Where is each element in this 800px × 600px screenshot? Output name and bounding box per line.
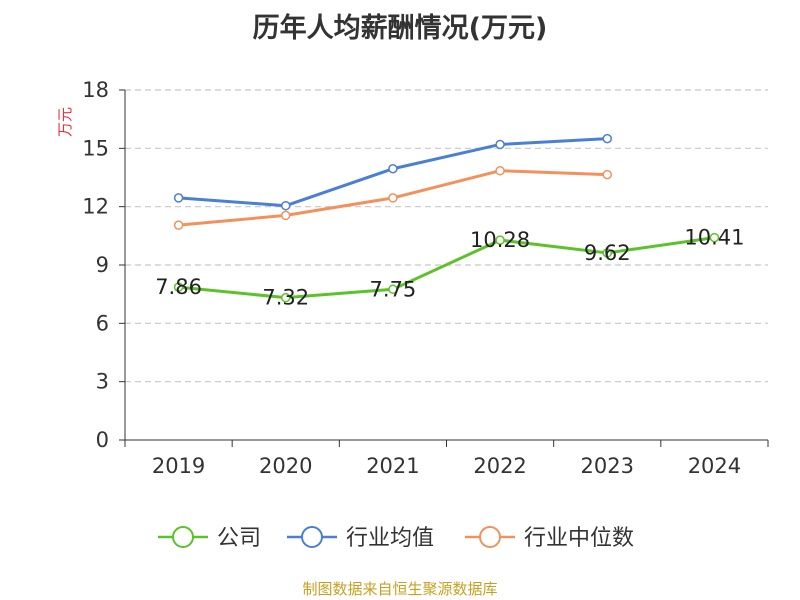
y-tick-label: 3 [96, 370, 109, 394]
legend-marker [479, 526, 501, 548]
x-tick-label: 2019 [152, 454, 205, 478]
data-point [388, 284, 398, 295]
data-label: 10.28 [470, 228, 530, 252]
data-label: 10.41 [684, 226, 744, 250]
x-tick-label: 2020 [259, 454, 312, 478]
data-label: 7.75 [370, 277, 417, 301]
legend-marker [301, 526, 323, 548]
y-tick-label: 0 [96, 428, 109, 452]
y-tick-label: 15 [82, 136, 109, 160]
data-point [495, 139, 505, 150]
y-axis-label: 万元 [56, 107, 74, 137]
y-tick-label: 9 [96, 253, 109, 277]
data-point [602, 169, 612, 180]
data-point [602, 133, 612, 144]
data-point [602, 248, 612, 258]
data-label: 7.32 [262, 286, 309, 310]
legend-marker [172, 526, 194, 548]
data-point [281, 292, 291, 303]
x-tick-label: 2024 [688, 454, 741, 478]
data-point [388, 193, 398, 203]
data-point [495, 165, 505, 176]
x-tick-label: 2023 [581, 454, 634, 478]
data-point [173, 220, 184, 230]
x-tick-label: 2021 [366, 454, 419, 478]
data-point [495, 235, 505, 245]
data-point [281, 200, 291, 211]
x-tick-label: 2022 [473, 454, 526, 478]
data-point [388, 164, 398, 174]
data-point [709, 232, 720, 243]
data-label: 9.62 [584, 241, 631, 265]
y-tick-label: 18 [82, 78, 109, 102]
data-point [173, 282, 184, 292]
data-label: 7.86 [155, 275, 202, 299]
chart-title: 历年人均薪酬情况(万元) [252, 13, 548, 44]
series-line [178, 236, 715, 300]
legend-label: 行业中位数 [524, 526, 634, 551]
data-point [281, 210, 291, 221]
data-point [173, 193, 184, 203]
legend-label: 行业均值 [346, 526, 434, 551]
legend-label: 公司 [217, 526, 261, 551]
y-tick-label: 12 [82, 195, 109, 219]
y-tick-label: 6 [96, 311, 109, 335]
source-note: 制图数据来自恒生聚源数据库 [302, 580, 498, 598]
